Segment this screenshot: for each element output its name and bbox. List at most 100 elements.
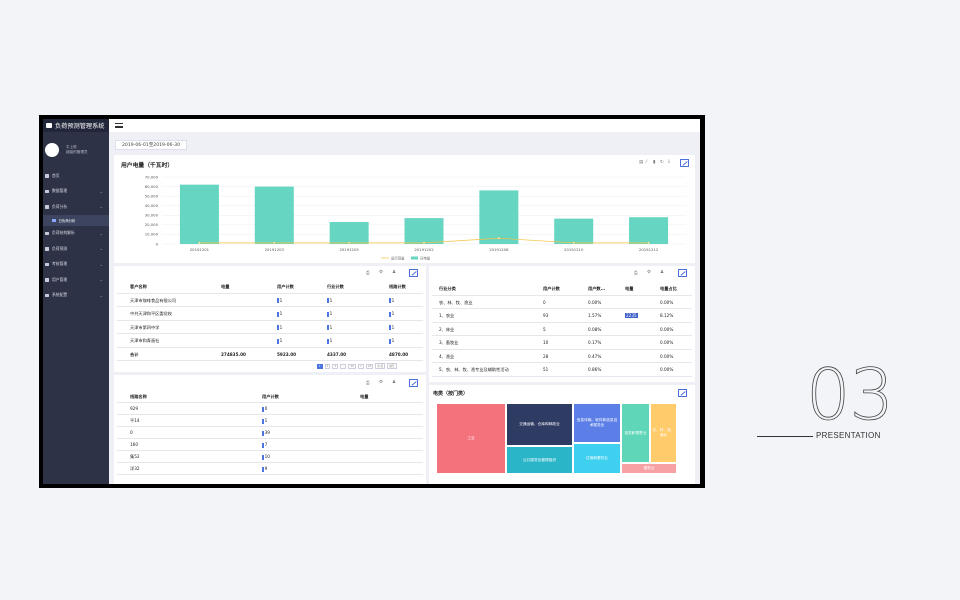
table-cell: 4、渔业 — [439, 350, 454, 363]
expand-icon[interactable] — [678, 389, 687, 397]
cell-value: 平14 — [130, 418, 140, 423]
table-row[interactable]: 天津市和青画社 1 1 1 — [117, 334, 423, 348]
column-header[interactable]: 电量占比 — [660, 286, 677, 291]
menu-toggle-icon[interactable] — [115, 123, 123, 128]
bar-switch-icon[interactable]: ▮ — [653, 160, 656, 165]
table-row[interactable]: 平14 1 — [117, 415, 423, 427]
treemap-cell[interactable]: 信息传输、软件和信息技术服务业 — [573, 403, 621, 443]
person-icon[interactable]: ♟ — [392, 270, 397, 275]
column-header[interactable]: 线路名称 — [130, 394, 147, 399]
column-header[interactable]: 电量 — [221, 284, 230, 289]
user-profile[interactable]: 平上财 超级的管理员 — [43, 132, 109, 168]
table-row[interactable]: 3、畜牧业 10 0.17% 0.00% — [432, 336, 692, 350]
table-row[interactable]: 929 0 — [117, 403, 423, 415]
bar-chart: 0 10,000 20,000 30,000 40,000 50,000 60,000 70,… — [145, 174, 686, 260]
sidebar-item[interactable]: 系统配置 ⌄ — [43, 288, 109, 304]
column-header[interactable]: 客户名称 — [130, 284, 147, 289]
column-header[interactable]: 线路计数 — [389, 284, 406, 289]
page-button[interactable]: > — [357, 363, 364, 369]
table-row[interactable]: 天津市咖啡食品有限公司 1 1 1 — [117, 294, 423, 307]
table-row[interactable]: 160 7 — [117, 439, 423, 451]
column-header[interactable]: 用户计数 — [277, 284, 294, 289]
settings-icon[interactable]: ⚙ — [647, 270, 652, 275]
table-cell: 1 — [389, 321, 394, 334]
table-row[interactable]: 1、农业 93 1.57% 2235 8.12% — [432, 309, 692, 323]
y-tick-label: 50,000 — [145, 193, 159, 198]
page-button[interactable]: 20 — [348, 363, 356, 369]
page-button[interactable]: 3 — [332, 363, 338, 369]
table-row[interactable]: 2、林业 5 0.08% 0.00% — [432, 323, 692, 336]
table-cell: 51 — [543, 363, 548, 376]
total-cell: 4337.00 — [327, 351, 347, 357]
table-row[interactable]: 0 39 — [117, 427, 423, 439]
cell-value: 8.12% — [660, 313, 674, 318]
print-icon[interactable]: ⎙ — [366, 381, 370, 386]
cell-value: 2、林业 — [439, 326, 455, 332]
sidebar-item[interactable]: 负荷结构解析 ⌄ — [43, 226, 109, 242]
person-icon[interactable]: ♟ — [392, 380, 397, 385]
treemap-cell[interactable]: 建筑业 — [621, 463, 677, 474]
treemap-cell[interactable]: 工业 — [436, 403, 506, 474]
column-header[interactable]: 用户计数 — [262, 394, 279, 399]
settings-icon[interactable]: ⚙ — [379, 380, 384, 385]
top-bar — [109, 119, 700, 132]
line-point — [497, 237, 501, 240]
table-row[interactable]: 中共天津和平区委党校 1 1 1 — [117, 307, 423, 321]
table-cell: 5、农、林、牧、渔专业及辅助性活动 — [439, 363, 509, 376]
submenu-item[interactable]: 日负荷分析 — [43, 214, 109, 226]
expand-icon[interactable] — [409, 269, 418, 277]
avatar[interactable] — [45, 143, 59, 157]
sidebar-item[interactable]: 首页 — [43, 168, 109, 184]
save-image-icon[interactable]: ⇩ — [667, 160, 671, 165]
column-header[interactable]: 行业计数 — [327, 284, 344, 289]
date-range-tab[interactable]: 2019-06-01至2019-06-30 — [115, 140, 187, 150]
treemap-cell[interactable]: 公共服务及管理组织 — [506, 446, 573, 474]
settings-icon[interactable]: ⚙ — [379, 270, 384, 275]
table-cell: 9 — [262, 463, 267, 475]
cell-value: 1 — [391, 297, 395, 303]
y-tick-label: 40,000 — [145, 203, 159, 208]
column-header[interactable]: 电量 — [360, 394, 369, 399]
table-row[interactable]: 天津市第四中学 1 1 1 — [117, 321, 423, 334]
page-button[interactable]: 10 — [365, 363, 374, 369]
table-cell: 0.00% — [588, 296, 601, 309]
page-button[interactable]: 2 — [324, 363, 331, 369]
page-button[interactable]: 跳至 — [387, 363, 397, 369]
treemap-cell[interactable]: 交通运输、仓库和邮政业 — [506, 403, 573, 446]
page-button[interactable]: ... — [339, 363, 347, 369]
data-view-icon[interactable]: ▤ — [639, 160, 644, 165]
page-button[interactable]: 条/页 — [375, 363, 386, 369]
print-icon[interactable]: ⎙ — [634, 271, 638, 276]
table-row[interactable]: 4、渔业 28 0.47% 0.00% — [432, 350, 692, 363]
sidebar-item[interactable]: 考核管理 ⌄ — [43, 257, 109, 273]
table-cell: 1 — [262, 415, 267, 427]
sidebar-item[interactable]: 负荷预测 ⌄ — [43, 241, 109, 257]
expand-icon[interactable] — [409, 379, 418, 387]
table-cell: 0 — [262, 403, 267, 415]
table-cell: 1 — [277, 294, 282, 307]
table-row[interactable]: 5、农、林、牧、渔专业及辅助性活动 51 0.86% 0.00% — [432, 363, 692, 377]
column-header[interactable]: 用户计数 — [543, 286, 560, 291]
sidebar-item[interactable]: 用户管理 ⌄ — [43, 272, 109, 288]
table-row[interactable]: 集52 10 — [117, 451, 423, 463]
treemap-cell[interactable]: 农、林、牧、渔业 — [650, 403, 677, 463]
value-bar — [389, 311, 391, 317]
sidebar-item[interactable]: 数据管理 ⌄ — [43, 184, 109, 200]
column-header[interactable]: 用户数... — [588, 286, 606, 291]
sidebar-item[interactable]: 负荷分析 ⌄ — [43, 199, 109, 215]
chart-title: 用户电量（千瓦时） — [121, 163, 174, 169]
person-icon[interactable]: ♟ — [660, 270, 665, 275]
table-row[interactable]: 农、林、牧、渔业 0 0.00% 0.00% — [432, 296, 692, 309]
table-row[interactable]: 洋32 9 — [117, 463, 423, 475]
treemap-cell[interactable]: 批发和零售业 — [621, 403, 650, 463]
expand-icon[interactable] — [678, 269, 687, 277]
expand-icon[interactable] — [680, 159, 689, 167]
page-button[interactable]: 1 — [317, 363, 323, 369]
column-header[interactable]: 电量 — [625, 286, 634, 291]
column-header[interactable]: 行业分类 — [439, 286, 456, 291]
restore-icon[interactable]: ↻ — [660, 160, 664, 165]
print-icon[interactable]: ⎙ — [366, 271, 370, 276]
table-cell: 1 — [277, 307, 282, 320]
treemap-cell[interactable]: 住宿和餐饮业 — [573, 443, 621, 474]
line-switch-icon[interactable]: ⁄ — [646, 160, 647, 165]
